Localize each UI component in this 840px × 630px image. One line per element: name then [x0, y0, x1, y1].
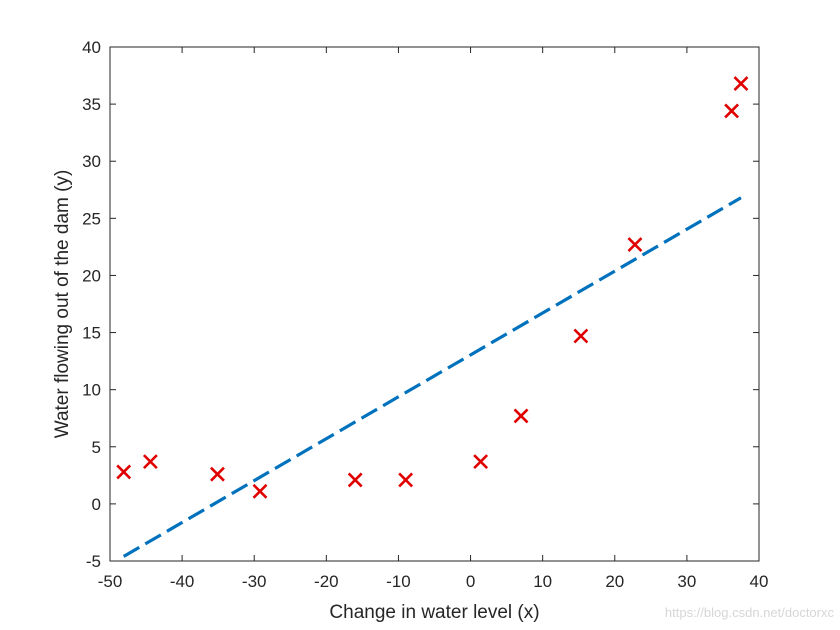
- data-point-stroke: [724, 103, 740, 119]
- data-point: [252, 483, 268, 499]
- y-tick-label: 25: [82, 209, 101, 228]
- data-point-stroke: [573, 328, 589, 344]
- y-tick-label: 10: [82, 381, 101, 400]
- y-tick-label: 0: [92, 495, 101, 514]
- y-tick-label: 5: [92, 438, 101, 457]
- y-tick-label: 15: [82, 324, 101, 343]
- y-tick-label: 35: [82, 95, 101, 114]
- x-tick-label: 10: [533, 572, 552, 591]
- x-tick-label: -30: [242, 572, 267, 591]
- data-point-stroke: [627, 237, 643, 253]
- y-tick-label: -5: [86, 552, 101, 571]
- fit-line-layer: [122, 196, 742, 558]
- data-point: [142, 454, 158, 470]
- data-point-stroke: [473, 454, 489, 470]
- x-tick-label: 0: [466, 572, 475, 591]
- data-point: [573, 328, 589, 344]
- watermark-text: https://blog.csdn.net/doctorxc: [665, 605, 835, 620]
- fit-line: [122, 196, 742, 558]
- data-point: [210, 466, 225, 482]
- x-tick-label: -20: [314, 572, 339, 591]
- data-point-stroke: [210, 466, 225, 482]
- data-point-stroke: [347, 472, 363, 488]
- y-tick-label: 20: [82, 266, 101, 285]
- ticks-layer: -50 -40 -30 -20 -10 0 10 20 30 40-505101520253035…: [82, 38, 768, 591]
- plot-area: [109, 46, 760, 562]
- data-point: [347, 472, 363, 488]
- data-point: [724, 103, 740, 119]
- y-tick-label: 40: [82, 38, 101, 57]
- data-point-stroke: [398, 472, 414, 488]
- y-axis-label: Water flowing out of the dam (y): [52, 170, 73, 439]
- data-point: [513, 408, 529, 424]
- data-point: [473, 454, 489, 470]
- x-tick-label: 30: [677, 572, 696, 591]
- data-point-stroke: [142, 454, 158, 470]
- data-point-stroke: [116, 464, 132, 480]
- x-tick-label: 20: [605, 572, 624, 591]
- data-point: [733, 76, 749, 91]
- y-tick-label: 30: [82, 152, 101, 171]
- data-point-stroke: [252, 483, 268, 499]
- x-tick-label: -10: [386, 572, 411, 591]
- x-axis-label: Change in water level (x): [329, 602, 539, 623]
- data-point: [398, 472, 414, 488]
- data-point: [627, 237, 643, 253]
- x-tick-label: -40: [170, 572, 195, 591]
- points-layer: [116, 76, 749, 499]
- data-point: [116, 464, 132, 480]
- data-point-stroke: [733, 76, 749, 91]
- x-tick-label: 40: [750, 572, 769, 591]
- data-point-stroke: [513, 408, 529, 424]
- x-tick-label: -50: [98, 572, 123, 591]
